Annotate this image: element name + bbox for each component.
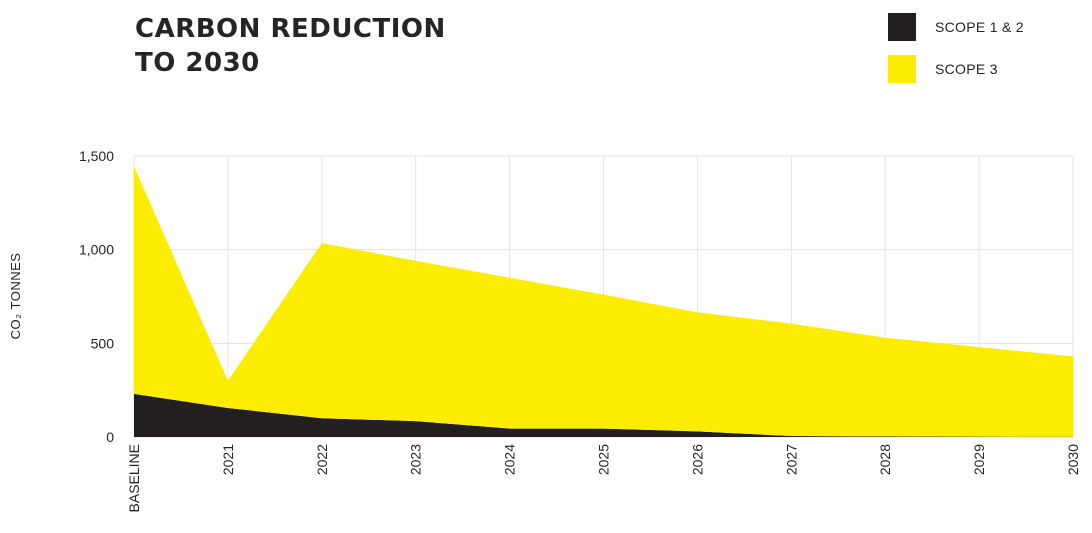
legend-swatch-scope-3	[888, 55, 916, 83]
y-tick-label: 1,500	[79, 148, 114, 164]
y-tick-label: 1,000	[79, 242, 114, 258]
chart-title: CARBON REDUCTION TO 2030	[135, 12, 446, 80]
legend-label-scope-3: SCOPE 3	[935, 61, 998, 77]
x-tick-label: 2024	[502, 444, 518, 475]
x-tick-label: 2029	[971, 444, 987, 475]
series-area-scope-3	[134, 166, 1073, 437]
y-axis-label: CO₂ TONNES	[8, 253, 23, 340]
y-tick-label: 0	[106, 429, 114, 445]
x-tick-label: 2025	[596, 444, 612, 475]
chart-legend: SCOPE 1 & 2 SCOPE 3	[888, 12, 1024, 96]
x-tick-label: 2021	[220, 444, 236, 475]
chart-title-line-2: TO 2030	[135, 48, 260, 78]
legend-item-scope-3: SCOPE 3	[888, 54, 1024, 84]
legend-item-scope-1-2: SCOPE 1 & 2	[888, 12, 1024, 42]
y-tick-label: 500	[91, 335, 115, 351]
x-tick-label: 2027	[783, 444, 799, 475]
x-tick-label: 2028	[877, 444, 893, 475]
chart-title-line-1: CARBON REDUCTION	[135, 14, 446, 44]
x-tick-label: BASELINE	[126, 444, 142, 512]
x-tick-label: 2022	[314, 444, 330, 475]
series-area-scope-1-2	[134, 393, 1073, 437]
x-tick-label: 2030	[1065, 444, 1081, 475]
x-tick-label: 2023	[408, 444, 424, 475]
legend-swatch-scope-1-2	[888, 13, 916, 41]
legend-label-scope-1-2: SCOPE 1 & 2	[935, 19, 1024, 35]
x-tick-label: 2026	[689, 444, 705, 475]
